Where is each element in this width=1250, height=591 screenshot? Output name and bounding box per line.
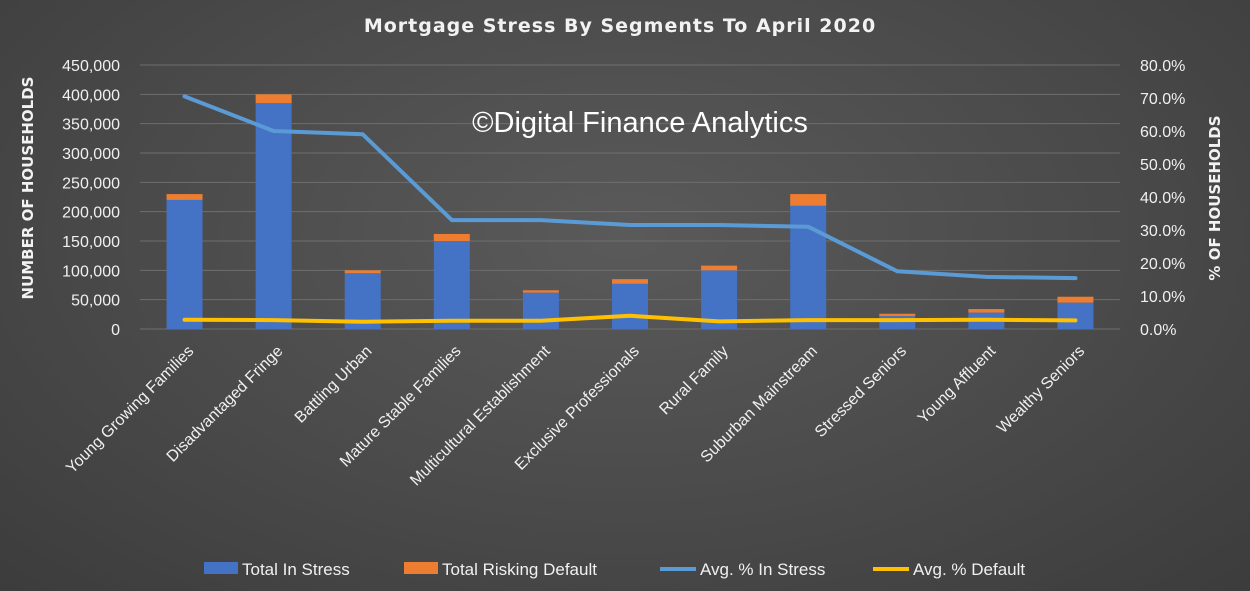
left-tick-label: 250,000 [62,175,120,192]
left-tick-label: 300,000 [62,146,120,163]
chart-title: Mortgage Stress By Segments To April 202… [364,15,876,37]
lines [182,94,1078,324]
left-axis-ticks: 450,000 400,000 350,000 300,000 250,000 200,0… [62,58,120,339]
right-tick-label: 20.0% [1140,256,1185,273]
legend-label: Avg. % Default [913,560,1025,579]
left-tick-label: 450,000 [62,58,120,75]
left-tick-label: 100,000 [62,263,120,280]
right-tick-label: 10.0% [1140,289,1185,306]
right-axis-ticks: 80.0% 70.0% 60.0% 50.0% 40.0% 30.0% 20.0% 10.0%… [1140,58,1185,339]
bar-total-risking-default [701,265,738,271]
watermark: ©Digital Finance Analytics [472,107,808,139]
bar-total-risking-default [790,194,827,206]
bar-total-risking-default [1057,296,1094,303]
legend-label: Total In Stress [242,560,350,579]
left-axis-title: NUMBER OF HOUSEHOLDS [19,77,37,300]
bar-total-risking-default [433,233,470,241]
left-tick-label: 400,000 [62,87,120,104]
bar-total-risking-default [522,290,559,293]
bar-total-risking-default [344,270,381,274]
bar-total-in-stress [790,205,827,329]
right-tick-label: 70.0% [1140,91,1185,108]
bar-total-risking-default [255,94,292,104]
legend: Total In Stress Total Risking Default Avg.… [204,560,1025,579]
bar-total-risking-default [166,194,203,200]
bar-total-in-stress [522,292,559,329]
bar-total-in-stress [433,241,470,329]
right-tick-label: 50.0% [1140,157,1185,174]
legend-label: Avg. % In Stress [700,560,825,579]
bar-total-in-stress [255,103,292,329]
bar-total-in-stress [1057,302,1094,329]
category-label: Multicultural Establishment [407,342,554,489]
legend-swatch-total-in-stress [204,562,238,574]
bar-total-in-stress [166,199,203,329]
category-label: Battling Urban [292,343,376,427]
bar-total-in-stress [879,316,916,329]
left-tick-label: 150,000 [62,234,120,251]
legend-label: Total Risking Default [442,560,597,579]
left-tick-label: 200,000 [62,205,120,222]
bar-total-risking-default [612,279,648,284]
bar-total-risking-default [879,313,916,317]
line-avg-pct-in-stress [182,94,1078,281]
left-tick-label: 350,000 [62,117,120,134]
category-label: Young Affluent [915,342,1000,427]
bar-total-in-stress [612,283,648,329]
right-axis-title: % OF HOUSEHOLDS [1206,115,1224,280]
line-avg-pct-default [182,313,1078,324]
bar-total-risking-default [968,309,1005,313]
right-tick-label: 60.0% [1140,124,1185,141]
right-tick-label: 0.0% [1140,322,1176,339]
left-tick-label: 50,000 [71,293,120,310]
right-tick-label: 80.0% [1140,58,1185,75]
category-label: Rural Family [656,343,732,419]
legend-swatch-total-risking-default [404,562,438,574]
right-tick-label: 30.0% [1140,223,1185,240]
category-label: Wealthy Seniors [994,343,1088,437]
right-tick-label: 40.0% [1140,190,1185,207]
category-label: Stressed Seniors [812,343,910,441]
left-tick-label: 0 [111,322,120,339]
